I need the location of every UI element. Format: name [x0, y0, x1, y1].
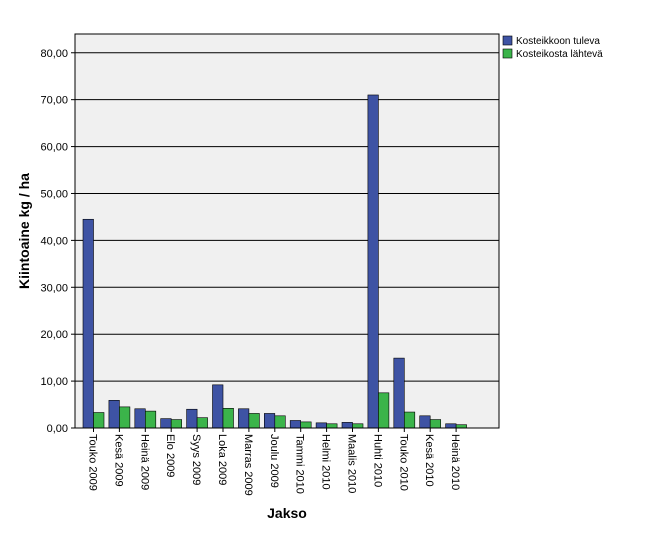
bar-incoming — [160, 418, 172, 429]
bar-incoming — [212, 384, 224, 429]
bar-outgoing — [429, 419, 442, 429]
bar-incoming — [367, 94, 379, 429]
bar-incoming — [445, 423, 457, 429]
plot-background — [75, 34, 499, 428]
x-tick-label: Kesä 2009 — [112, 434, 124, 487]
x-axis-ticks: Touko 2009 Kesä 2009 Heinä 2009 Elo 2009 Syy… — [87, 428, 461, 496]
x-tick-label: Tammi 2010 — [294, 434, 306, 494]
x-tick-label: Heinä 2010 — [449, 434, 461, 490]
x-tick-label: Joulu 2009 — [268, 434, 280, 488]
x-tick-label: Loka 2009 — [216, 434, 228, 485]
y-axis-title: Kiintoaine kg / ha — [16, 173, 32, 289]
x-tick-label: Touko 2010 — [397, 434, 409, 491]
bar-incoming — [263, 413, 276, 429]
bar-incoming — [289, 420, 302, 429]
x-tick-label: Maalis 2010 — [346, 434, 358, 493]
bar-outgoing — [326, 423, 338, 429]
bar-outgoing — [145, 410, 157, 429]
x-axis-title: Jakso — [267, 505, 307, 521]
bar-incoming — [82, 218, 94, 429]
bar-incoming — [419, 415, 431, 429]
bar-outgoing — [119, 406, 131, 429]
y-tick-label: 20,00 — [40, 329, 68, 341]
y-tick-label: 10,00 — [40, 376, 68, 388]
bar-outgoing — [300, 421, 312, 429]
x-tick-label: Touko 2009 — [87, 434, 99, 491]
bar-incoming — [108, 400, 120, 429]
y-tick-label: 80,00 — [40, 48, 68, 60]
legend-swatch — [502, 35, 513, 46]
bar-outgoing — [352, 423, 364, 429]
bar-incoming — [315, 422, 327, 429]
legend-label: Kosteikosta lähtevä — [516, 49, 603, 60]
y-tick-label: 30,00 — [40, 282, 68, 294]
bar-outgoing — [170, 419, 182, 429]
bar-incoming — [341, 422, 353, 429]
y-tick-label: 50,00 — [40, 188, 68, 200]
bar-outgoing — [222, 407, 234, 429]
bar-outgoing — [248, 413, 260, 429]
legend-swatch — [502, 48, 513, 59]
bar-incoming — [238, 408, 250, 429]
x-tick-label: Syys 2009 — [190, 434, 202, 485]
x-tick-label: Huhti 2010 — [371, 434, 383, 487]
x-tick-label: Kesä 2010 — [423, 434, 435, 487]
y-tick-label: 0,00 — [47, 423, 68, 435]
legend: Kosteikkoon tuleva Kosteikosta lähtevä — [502, 35, 603, 60]
x-tick-label: Helmi 2010 — [320, 434, 332, 490]
y-axis-ticks: 0,00 10,00 20,00 30,00 40,00 50,00 60,00 70,00 8… — [40, 48, 75, 435]
plot-border — [74, 33, 500, 429]
bar-incoming — [393, 357, 405, 429]
bar-outgoing — [378, 392, 390, 429]
legend-label: Kosteikkoon tuleva — [516, 36, 600, 47]
x-tick-label: Heinä 2009 — [138, 434, 150, 490]
y-tick-label: 40,00 — [40, 235, 68, 247]
bar-outgoing — [274, 415, 286, 429]
y-tick-label: 60,00 — [40, 142, 68, 154]
x-tick-label: Elo 2009 — [164, 434, 176, 477]
bar-outgoing — [196, 417, 208, 429]
gridlines — [75, 52, 499, 429]
x-tick-label: Marras 2009 — [242, 434, 254, 496]
bar-outgoing — [403, 411, 416, 429]
bar-incoming — [186, 408, 198, 429]
bar-outgoing — [93, 412, 105, 429]
bars — [82, 94, 467, 429]
bar-incoming — [134, 408, 146, 429]
y-tick-label: 70,00 — [40, 95, 68, 107]
